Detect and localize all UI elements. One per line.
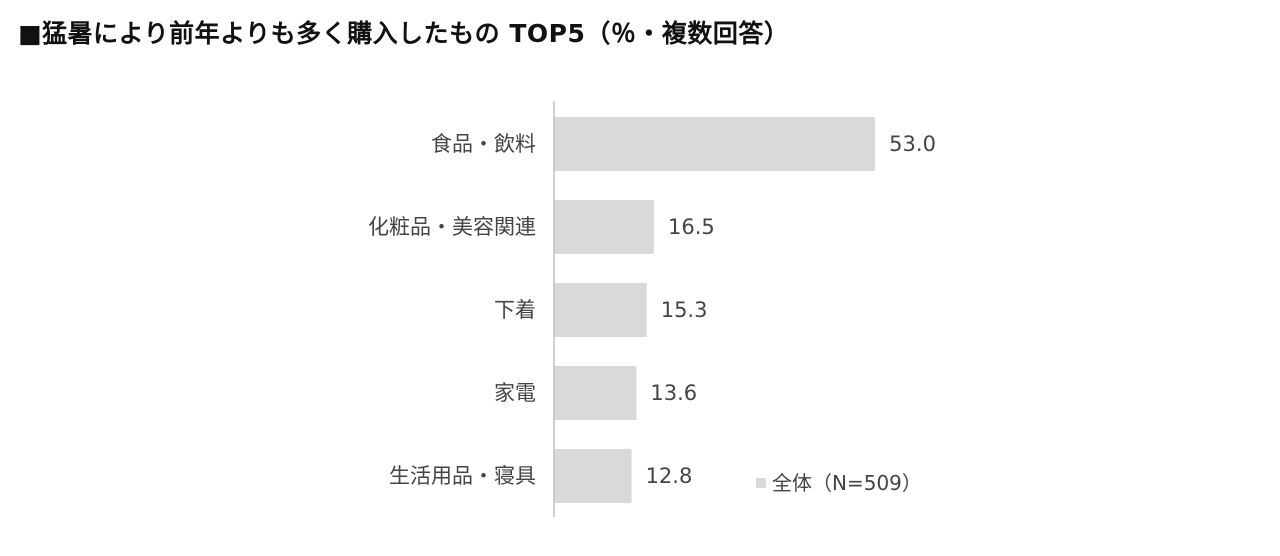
bar-5 [554,449,632,503]
category-label: 食品・飲料 [431,132,536,156]
legend-swatch [756,478,766,488]
value-label: 53.0 [889,132,936,156]
bars-layer [554,117,876,503]
bar-1 [554,117,876,171]
value-label: 15.3 [661,298,708,322]
category-label: 下着 [494,298,536,322]
legend-label: 全体（N=509） [772,471,922,495]
value-label: 16.5 [668,215,715,239]
value-label: 13.6 [650,381,697,405]
category-label: 化粧品・美容関連 [368,215,536,239]
value-label: 12.8 [646,464,693,488]
chart-title: ■猛暑により前年よりも多く購入したもの TOP5（％・複数回答） [18,19,790,48]
category-label: 生活用品・寝具 [389,464,536,488]
bar-2 [554,200,654,254]
category-label: 家電 [494,381,536,405]
legend: 全体（N=509） [756,471,922,495]
labels-layer: 食品・飲料 53.0 化粧品・美容関連 16.5 下着 15.3 家電 13.6 生活用品・寝具… [368,132,936,488]
bar-4 [554,366,637,420]
bar-3 [554,283,647,337]
